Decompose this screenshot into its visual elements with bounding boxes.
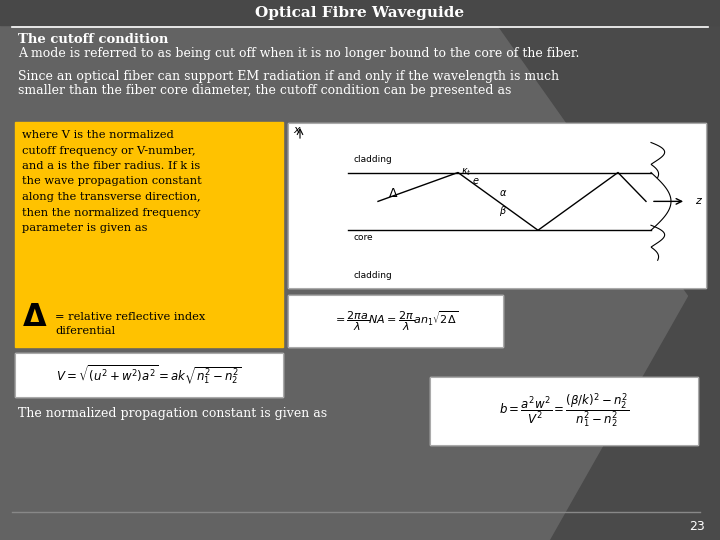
Text: $b = \dfrac{a^2 w^2}{V^2} = \dfrac{(\beta/k)^2 - n_2^2}{n_1^2 - n_2^2}$: $b = \dfrac{a^2 w^2}{V^2} = \dfrac{(\bet…: [499, 392, 629, 430]
Bar: [288, 295, 503, 347]
Text: 23: 23: [689, 519, 705, 532]
Bar: [430, 377, 698, 445]
Text: $e$: $e$: [472, 176, 480, 186]
Text: x: x: [293, 125, 300, 135]
Text: $\Delta$: $\Delta$: [388, 187, 398, 200]
Text: The cutoff condition: The cutoff condition: [18, 33, 168, 46]
Text: $\beta$: $\beta$: [499, 204, 507, 218]
Text: z: z: [695, 196, 701, 206]
Text: $V = \sqrt{(u^2 + w^2)a^2} = ak\sqrt{n_1^2 - n_2^2}$: $V = \sqrt{(u^2 + w^2)a^2} = ak\sqrt{n_1…: [56, 363, 242, 386]
Bar: [288, 123, 706, 288]
Bar: [430, 377, 698, 445]
Polygon shape: [550, 240, 720, 540]
Text: the wave propagation constant: the wave propagation constant: [22, 177, 202, 186]
Text: parameter is given as: parameter is given as: [22, 223, 148, 233]
Text: and a is the fiber radius. If k is: and a is the fiber radius. If k is: [22, 161, 200, 171]
Text: along the transverse direction,: along the transverse direction,: [22, 192, 201, 202]
Text: smaller than the fiber core diameter, the cutoff condition can be presented as: smaller than the fiber core diameter, th…: [18, 84, 511, 97]
Text: $=\dfrac{2\pi a}{\lambda}NA=\dfrac{2\pi}{\lambda}an_1\sqrt{2\Delta}$: $=\dfrac{2\pi a}{\lambda}NA=\dfrac{2\pi}…: [333, 309, 458, 333]
Bar: [288, 123, 706, 288]
Bar: [15, 353, 283, 397]
Text: cladding: cladding: [353, 271, 392, 280]
Text: cladding: cladding: [353, 156, 392, 165]
Text: A mode is referred to as being cut off when it is no longer bound to the core of: A mode is referred to as being cut off w…: [18, 47, 580, 60]
Bar: [288, 295, 503, 347]
Text: then the normalized frequency: then the normalized frequency: [22, 207, 200, 218]
Text: $\alpha$: $\alpha$: [499, 188, 507, 198]
Bar: [15, 353, 283, 397]
Bar: [15, 122, 283, 347]
Text: core: core: [353, 233, 373, 242]
Text: = relative reflective index: = relative reflective index: [55, 312, 205, 322]
Text: Optical Fibre Waveguide: Optical Fibre Waveguide: [256, 6, 464, 20]
Text: where V is the normalized: where V is the normalized: [22, 130, 174, 140]
Text: The normalized propagation constant is given as: The normalized propagation constant is g…: [18, 407, 327, 420]
Text: Since an optical fiber can support EM radiation if and only if the wavelength is: Since an optical fiber can support EM ra…: [18, 70, 559, 83]
Polygon shape: [480, 0, 720, 340]
Text: $\kappa_t$: $\kappa_t$: [461, 166, 472, 178]
Text: diferential: diferential: [55, 326, 115, 336]
Text: $\mathbf{\Delta}$: $\mathbf{\Delta}$: [22, 303, 48, 333]
Bar: [0, 0, 720, 25]
Text: cutoff frequency or V-number,: cutoff frequency or V-number,: [22, 145, 196, 156]
